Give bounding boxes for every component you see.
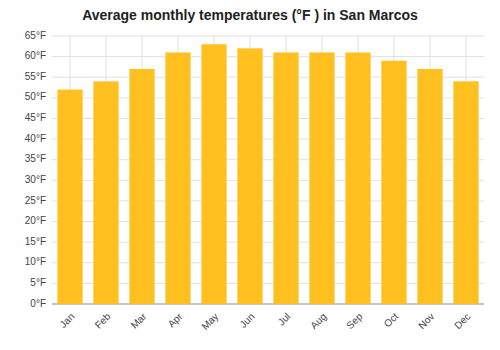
grid bbox=[52, 36, 484, 304]
x-tick-label: Mar bbox=[129, 310, 149, 330]
chart: 0°F 5°F 10°F 15°F 20°F 25°F 30°F 35°F 40°F 45°F 50… bbox=[0, 0, 500, 350]
y-tick-label: 50°F bbox=[25, 91, 46, 102]
y-tick-label: 55°F bbox=[25, 71, 46, 82]
y-tick-label: 0°F bbox=[30, 298, 46, 309]
y-tick-label: 40°F bbox=[25, 133, 46, 144]
x-tick-label: Feb bbox=[93, 310, 113, 330]
x-tick-label: Apr bbox=[166, 310, 185, 329]
y-grid-line bbox=[52, 36, 484, 37]
bar bbox=[57, 90, 82, 304]
x-tick-label: Jan bbox=[57, 311, 76, 330]
x-tick-label: Jun bbox=[237, 311, 256, 330]
y-tick-label: 5°F bbox=[30, 277, 46, 288]
x-tick-label: Jul bbox=[276, 311, 293, 328]
y-tick-label: 30°F bbox=[25, 174, 46, 185]
bar bbox=[165, 52, 190, 304]
bar bbox=[129, 69, 154, 304]
y-tick-label: 60°F bbox=[25, 50, 46, 61]
bar bbox=[417, 69, 442, 304]
y-tick-label: 65°F bbox=[25, 30, 46, 41]
bar bbox=[201, 44, 226, 304]
bar bbox=[237, 48, 262, 304]
bar bbox=[345, 52, 370, 304]
y-tick-label: 45°F bbox=[25, 112, 46, 123]
axes: 0°F 5°F 10°F 15°F 20°F 25°F 30°F 35°F 40°F 45°F 50… bbox=[25, 30, 484, 332]
bar bbox=[93, 81, 118, 304]
x-tick-label: Oct bbox=[382, 311, 401, 330]
x-tick-label: Dec bbox=[452, 311, 472, 331]
bar bbox=[453, 81, 478, 304]
bar bbox=[381, 61, 406, 304]
bars bbox=[57, 44, 478, 304]
x-tick-label: Aug bbox=[308, 311, 328, 331]
y-tick-label: 15°F bbox=[25, 236, 46, 247]
chart-container: 0°F 5°F 10°F 15°F 20°F 25°F 30°F 35°F 40°F 45°F 50… bbox=[0, 0, 500, 350]
y-tick-label: 20°F bbox=[25, 215, 46, 226]
bar bbox=[309, 52, 334, 304]
y-tick-label: 25°F bbox=[25, 195, 46, 206]
y-grid-line bbox=[52, 56, 484, 57]
title: Average monthly temperatures (°F ) in Sa… bbox=[82, 7, 418, 23]
x-tick-label: Nov bbox=[416, 311, 436, 331]
y-tick-label: 35°F bbox=[25, 153, 46, 164]
bar bbox=[273, 52, 298, 304]
x-tick-label: May bbox=[199, 311, 220, 332]
x-tick-label: Sep bbox=[344, 310, 365, 331]
y-tick-label: 10°F bbox=[25, 256, 46, 267]
